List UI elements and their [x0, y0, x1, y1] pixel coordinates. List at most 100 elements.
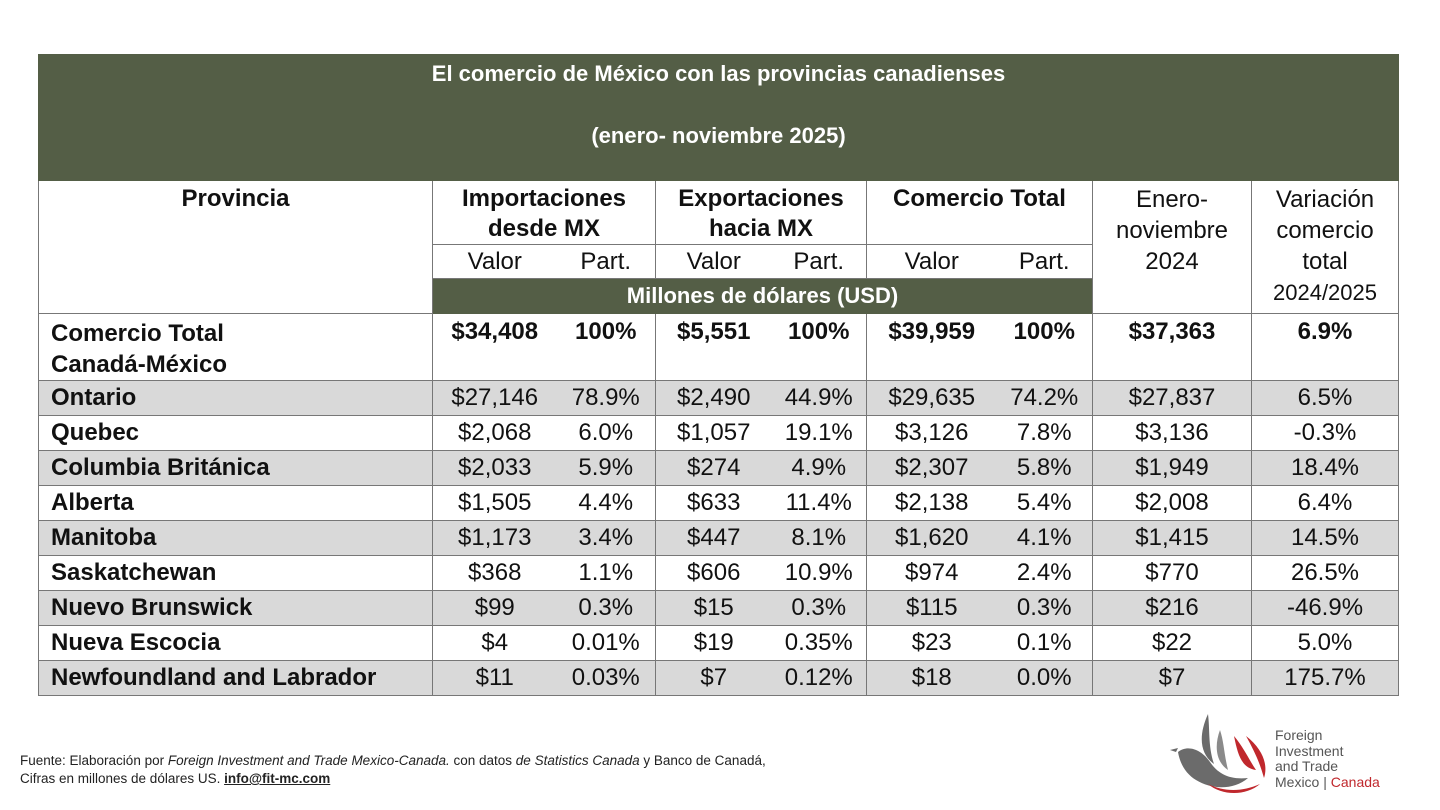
table-row: Columbia Británica $2,033 5.9% $274 4.9% $2,3…	[38, 450, 1400, 486]
email-link[interactable]: info@fit-mc.com	[224, 771, 331, 786]
exp-valor: $274	[655, 450, 772, 486]
exp-valor: $19	[655, 625, 772, 661]
imp-valor: $11	[432, 660, 557, 696]
tot-valor: $18	[866, 660, 997, 696]
province-name: Nuevo Brunswick	[38, 590, 433, 626]
imp-part: 0.01%	[556, 625, 656, 661]
tot-part: 0.3%	[996, 590, 1093, 626]
exp-valor: $15	[655, 590, 772, 626]
table-row: Saskatchewan $368 1.1% $606 10.9% $974 2.4% $77…	[38, 555, 1400, 591]
title-line-1: El comercio de México con las provincias…	[431, 61, 1006, 86]
variacion: 6.5%	[1250, 380, 1400, 416]
variacion: 26.5%	[1250, 555, 1400, 591]
tot-valor: $3,126	[866, 415, 997, 451]
imp-valor: $1,173	[432, 520, 557, 556]
exp-part: 0.3%	[771, 590, 867, 626]
province-name: Newfoundland and Labrador	[38, 660, 433, 696]
variacion: -46.9%	[1250, 590, 1400, 626]
tot-part: 2.4%	[996, 555, 1093, 591]
exp-valor: $7	[655, 660, 772, 696]
imp-valor: $2,033	[432, 450, 557, 486]
imp-part: 78.9%	[556, 380, 656, 416]
exp-part: 4.9%	[771, 450, 867, 486]
total-tot-part: 100%	[996, 313, 1093, 381]
sub-part-tot: Part.	[996, 244, 1093, 279]
province-rows: Ontario $27,146 78.9% $2,490 44.9% $29,635 74.…	[38, 380, 1400, 696]
fit-logo-icon	[1170, 714, 1266, 793]
prev-2024: $2,008	[1092, 485, 1252, 521]
header-variacion: Variación comercio total 2024/2025	[1250, 180, 1400, 314]
exp-valor: $2,490	[655, 380, 772, 416]
imp-valor: $2,068	[432, 415, 557, 451]
prev-2024: $1,415	[1092, 520, 1252, 556]
total-tot-valor: $39,959	[866, 313, 997, 381]
variacion: 6.4%	[1250, 485, 1400, 521]
prev-2024: $22	[1092, 625, 1252, 661]
imp-valor: $27,146	[432, 380, 557, 416]
prev-2024: $3,136	[1092, 415, 1252, 451]
tot-valor: $115	[866, 590, 997, 626]
exp-part: 19.1%	[771, 415, 867, 451]
tot-valor: $29,635	[866, 380, 997, 416]
sub-part-imp: Part.	[556, 244, 656, 279]
sub-valor-tot: Valor	[866, 244, 997, 279]
tot-part: 0.1%	[996, 625, 1093, 661]
tot-part: 7.8%	[996, 415, 1093, 451]
table-title: El comercio de México con las provincias…	[37, 54, 1400, 181]
sub-valor-imp: Valor	[432, 244, 557, 279]
header-exportaciones: Exportaciones hacia MX	[655, 180, 867, 245]
exp-valor: $633	[655, 485, 772, 521]
source-footer: Fuente: Elaboración por Foreign Investme…	[20, 753, 766, 786]
prev-2024: $770	[1092, 555, 1252, 591]
total-imp-part: 100%	[556, 313, 656, 381]
header-provincia: Provincia	[38, 180, 433, 314]
imp-valor: $368	[432, 555, 557, 591]
total-label: Comercio Total Canadá-México	[38, 313, 433, 381]
province-name: Alberta	[38, 485, 433, 521]
imp-valor: $1,505	[432, 485, 557, 521]
tot-valor: $2,138	[866, 485, 997, 521]
table-row: Nuevo Brunswick $99 0.3% $15 0.3% $115 0.3% $21…	[38, 590, 1400, 626]
sub-part-exp: Part.	[771, 244, 867, 279]
variacion: 5.0%	[1250, 625, 1400, 661]
table-row: Quebec $2,068 6.0% $1,057 19.1% $3,126 7.8% $3,…	[38, 415, 1400, 451]
total-imp-valor: $34,408	[432, 313, 557, 381]
header-importaciones: Importaciones desde MX	[432, 180, 656, 245]
province-name: Quebec	[38, 415, 433, 451]
header-comercio-total: Comercio Total	[866, 180, 1093, 245]
exp-valor: $1,057	[655, 415, 772, 451]
imp-valor: $99	[432, 590, 557, 626]
tot-valor: $974	[866, 555, 997, 591]
units-banner: Millones de dólares (USD)	[432, 278, 1093, 314]
province-name: Manitoba	[38, 520, 433, 556]
imp-part: 0.3%	[556, 590, 656, 626]
imp-part: 4.4%	[556, 485, 656, 521]
table-row: Newfoundland and Labrador $11 0.03% $7 0.12%…	[38, 660, 1400, 696]
province-name: Saskatchewan	[38, 555, 433, 591]
imp-part: 1.1%	[556, 555, 656, 591]
variacion: 18.4%	[1250, 450, 1400, 486]
variacion: 175.7%	[1250, 660, 1400, 696]
imp-part: 5.9%	[556, 450, 656, 486]
imp-part: 0.03%	[556, 660, 656, 696]
exp-part: 44.9%	[771, 380, 867, 416]
prev-2024: $27,837	[1092, 380, 1252, 416]
prev-2024: $1,949	[1092, 450, 1252, 486]
province-name: Columbia Británica	[38, 450, 433, 486]
table-row: Nueva Escocia $4 0.01% $19 0.35% $23 0.1% $22 5.…	[38, 625, 1400, 661]
exp-valor: $447	[655, 520, 772, 556]
header-enero-2024: Enero-noviembre 2024	[1092, 180, 1252, 314]
logo-text: Foreign Investment and Trade Mexico | Ca…	[1275, 727, 1380, 790]
tot-part: 5.8%	[996, 450, 1093, 486]
tot-part: 5.4%	[996, 485, 1093, 521]
sub-valor-exp: Valor	[655, 244, 772, 279]
exp-part: 0.12%	[771, 660, 867, 696]
exp-part: 8.1%	[771, 520, 867, 556]
tot-valor: $1,620	[866, 520, 997, 556]
imp-valor: $4	[432, 625, 557, 661]
trade-table: El comercio de México con las provincias…	[37, 54, 1400, 696]
total-exp-part: 100%	[771, 313, 867, 381]
province-name: Nueva Escocia	[38, 625, 433, 661]
imp-part: 6.0%	[556, 415, 656, 451]
trade-table-container: El comercio de México con las provincias…	[37, 54, 1400, 696]
